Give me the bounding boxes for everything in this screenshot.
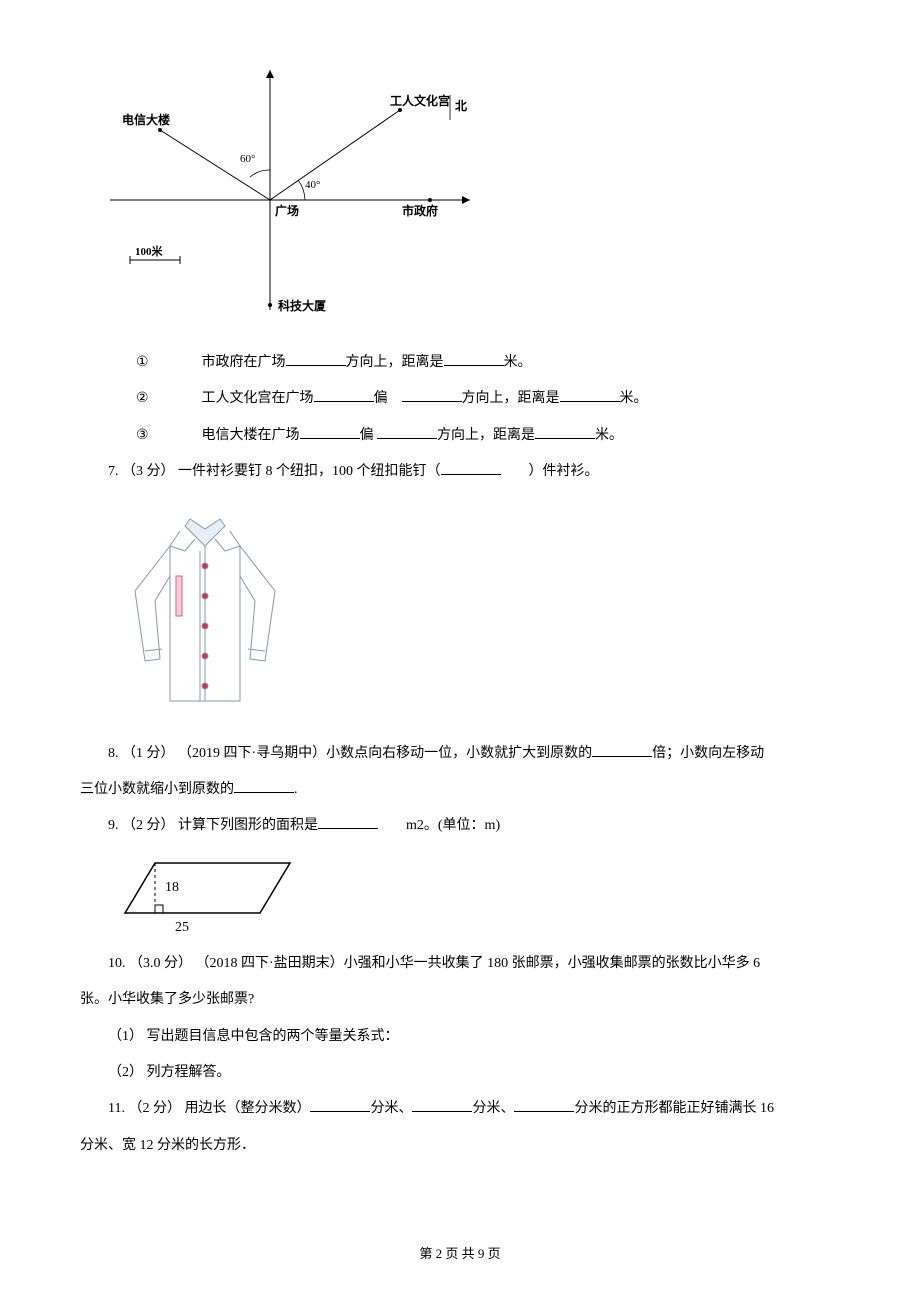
text: 市政府在广场 xyxy=(202,355,286,370)
parallelogram-height-label: 18 xyxy=(165,880,179,895)
text: 分米的正方形都能正好铺满长 16 xyxy=(574,1101,774,1116)
page-number: 第 2 页 共 9 页 xyxy=(419,1246,500,1261)
text: 7. （3 分） 一件衬衫要钉 8 个纽扣，100 个纽扣能钉（ xyxy=(108,464,441,479)
q6-item2-prefix: ② xyxy=(108,381,198,417)
text: 分米、宽 12 分米的长方形． xyxy=(80,1138,255,1153)
blank xyxy=(592,743,652,757)
text: 偏 xyxy=(360,428,378,443)
text: 米。 xyxy=(504,355,532,370)
blank xyxy=(412,1098,472,1112)
blank xyxy=(234,779,294,793)
q6-item1-prefix: ① xyxy=(108,345,198,381)
blank xyxy=(535,425,595,439)
text: 三位小数就缩小到原数的 xyxy=(80,782,234,797)
blank xyxy=(514,1098,574,1112)
svg-text:100米: 100米 xyxy=(135,244,164,258)
q6-item3-prefix: ③ xyxy=(108,418,198,454)
q10-sub1: （1） 写出题目信息中包含的两个等量关系式： xyxy=(80,1019,840,1055)
q8-line1: 8. （1 分） （2019 四下·寻乌期中）小数点向右移动一位，小数就扩大到原… xyxy=(80,736,840,772)
q11-line1: 11. （2 分） 用边长（整分米数） 分米、 分米、 分米的正方形都能正好铺满长 1… xyxy=(80,1091,840,1127)
compass-diagram: 60° 40° 电信大楼 工人文化宫 北 广场 市政府 科技大厦 100米 xyxy=(100,60,840,325)
angle-40-label: 40° xyxy=(305,179,320,191)
parallelogram-base-label: 25 xyxy=(175,920,189,933)
blank xyxy=(377,425,437,439)
blank xyxy=(300,425,360,439)
q6-item1: ① 市政府在广场 方向上，距离是 米。 xyxy=(80,345,840,381)
text: 方向上，距离是 xyxy=(462,391,560,406)
page-footer: 第 2 页 共 9 页 xyxy=(0,1243,920,1262)
text: 倍；小数向左移动 xyxy=(652,746,764,761)
text: 10. （3.0 分） （2018 四下·盐田期末）小强和小华一共收集了 180… xyxy=(108,956,760,971)
text: 11. （2 分） 用边长（整分米数） xyxy=(108,1101,310,1116)
text: 工人文化宫在广场 xyxy=(202,391,314,406)
text: （2） 列方程解答。 xyxy=(108,1065,231,1080)
q10-line1: 10. （3.0 分） （2018 四下·盐田期末）小强和小华一共收集了 180… xyxy=(80,946,840,982)
q10-line2: 张。小华收集了多少张邮票? xyxy=(80,982,840,1018)
blank xyxy=(402,388,462,402)
svg-text:市政府: 市政府 xyxy=(402,203,438,218)
text: 方向上，距离是 xyxy=(346,355,444,370)
parallelogram-diagram: 18 25 xyxy=(120,853,840,938)
angle-60-label: 60° xyxy=(240,153,255,165)
text: . xyxy=(294,782,298,797)
svg-text:电信大楼: 电信大楼 xyxy=(122,112,170,127)
blank xyxy=(560,388,620,402)
text: m2。(单位：m) xyxy=(378,818,500,833)
text: 张。小华收集了多少张邮票? xyxy=(80,992,254,1007)
blank xyxy=(310,1098,370,1112)
q6-item3: ③ 电信大楼在广场 偏 方向上，距离是 米。 xyxy=(80,418,840,454)
svg-text:科技大厦: 科技大厦 xyxy=(278,298,327,313)
text: ）件衬衫。 xyxy=(501,464,599,479)
svg-text:广场: 广场 xyxy=(275,203,299,218)
q10-sub2: （2） 列方程解答。 xyxy=(80,1055,840,1091)
blank xyxy=(444,352,504,366)
q11-line2: 分米、宽 12 分米的长方形． xyxy=(80,1128,840,1164)
svg-text:北: 北 xyxy=(455,98,467,113)
text: 分米、 xyxy=(370,1101,412,1116)
blank xyxy=(286,352,346,366)
shirt-illustration xyxy=(120,501,840,726)
text: 米。 xyxy=(595,428,623,443)
text: 8. （1 分） （2019 四下·寻乌期中）小数点向右移动一位，小数就扩大到原… xyxy=(108,746,592,761)
blank xyxy=(314,388,374,402)
q7: 7. （3 分） 一件衬衫要钉 8 个纽扣，100 个纽扣能钉（ ）件衬衫。 xyxy=(80,454,840,490)
text: 电信大楼在广场 xyxy=(202,428,300,443)
q9: 9. （2 分） 计算下列图形的面积是 m2。(单位：m) xyxy=(80,808,840,844)
q6-item2: ② 工人文化宫在广场 偏 方向上，距离是 米。 xyxy=(80,381,840,417)
text: 分米、 xyxy=(472,1101,514,1116)
text: 偏 xyxy=(374,391,402,406)
blank xyxy=(318,815,378,829)
q8-line2: 三位小数就缩小到原数的. xyxy=(80,772,840,808)
blank xyxy=(441,461,501,475)
text: （1） 写出题目信息中包含的两个等量关系式： xyxy=(108,1029,399,1044)
text: 米。 xyxy=(620,391,648,406)
text: 9. （2 分） 计算下列图形的面积是 xyxy=(108,818,318,833)
svg-text:工人文化宫: 工人文化宫 xyxy=(390,93,450,108)
text: 方向上，距离是 xyxy=(437,428,535,443)
